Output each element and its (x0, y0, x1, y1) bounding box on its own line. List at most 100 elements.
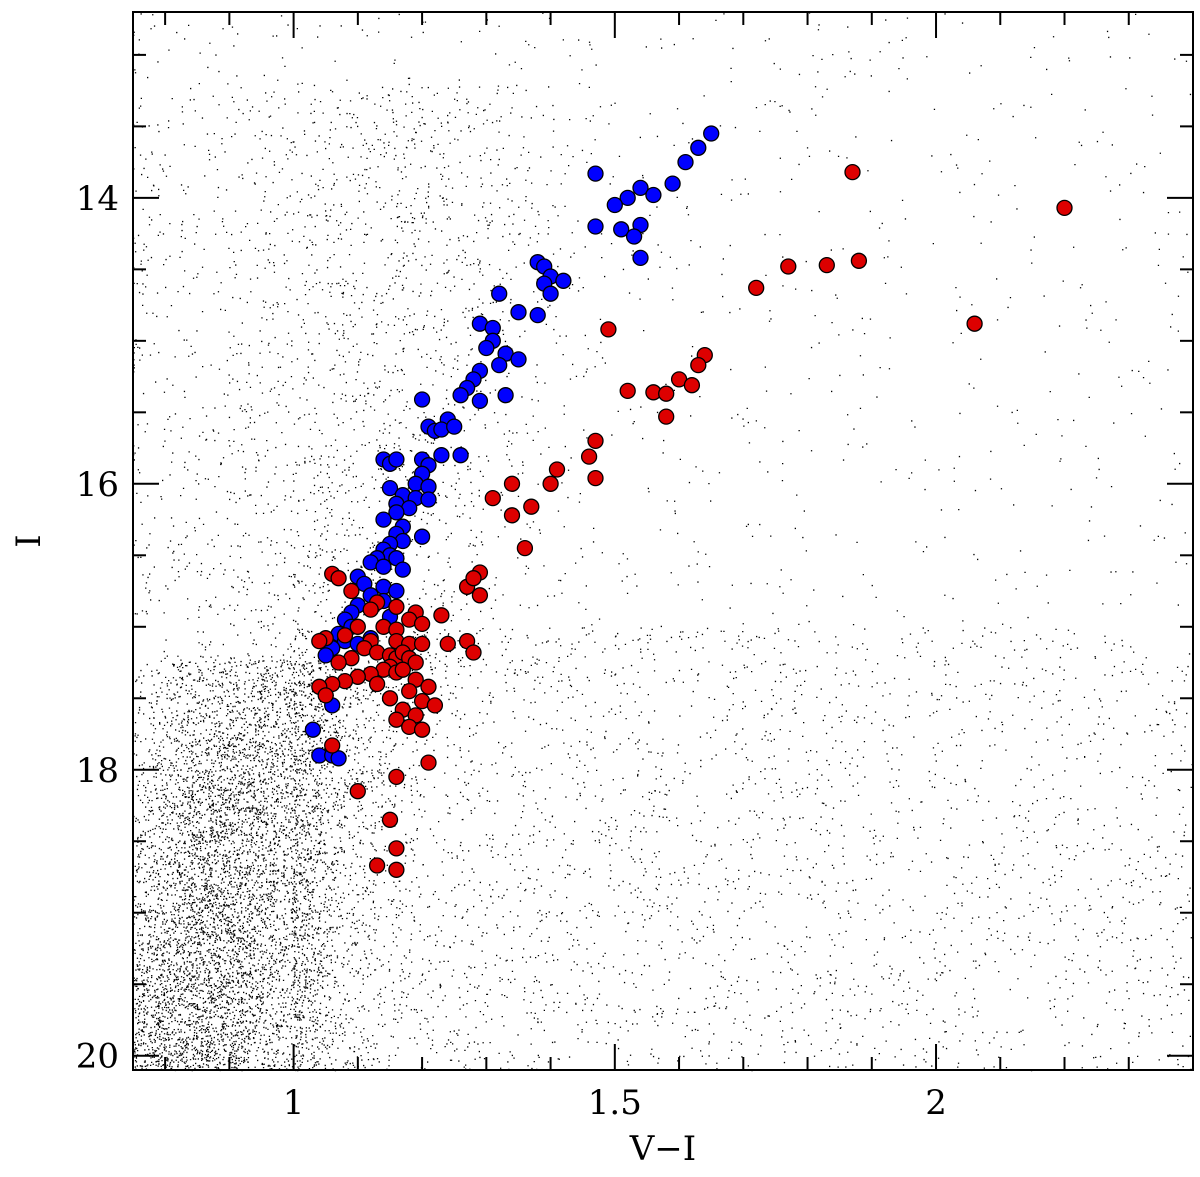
blue-star-point (632, 179, 649, 197)
blue-star-point (413, 528, 431, 545)
blue-star-point (491, 356, 508, 374)
plot-frame (132, 11, 1194, 1071)
y-tick-label: 20 (76, 1037, 119, 1077)
red-star-point (465, 644, 482, 661)
red-star-point (471, 587, 489, 604)
blue-star-point (510, 304, 527, 321)
red-star-point (336, 627, 354, 644)
highlighted-stars-layer (304, 125, 1073, 878)
blue-star-point (317, 647, 334, 664)
red-star-point (349, 783, 366, 800)
blue-star-point (625, 228, 643, 245)
red-star-point (324, 737, 341, 754)
red-star-point (401, 682, 418, 700)
blue-star-point (542, 285, 559, 302)
red-star-point (503, 475, 521, 492)
red-star-point (413, 615, 431, 633)
blue-star-point (703, 125, 720, 142)
blue-star-point (388, 504, 405, 521)
red-star-point (439, 635, 456, 653)
red-star-point (658, 408, 675, 425)
y-tick-label: 14 (76, 179, 119, 219)
red-star-point (388, 840, 405, 857)
x-tick-label: 2 (925, 1083, 947, 1123)
red-star-point (420, 754, 437, 771)
blue-star-point (632, 249, 649, 267)
blue-star-point (645, 186, 662, 204)
red-star-point (966, 315, 983, 332)
red-star-point (426, 697, 444, 714)
red-star-point (580, 448, 598, 465)
red-star-point (343, 582, 360, 600)
blue-star-point (394, 561, 411, 578)
red-star-point (317, 687, 334, 704)
red-star-point (516, 539, 534, 557)
red-star-point (587, 432, 604, 450)
blue-star-point (619, 189, 636, 207)
y-axis-label: I (9, 534, 49, 547)
red-star-point (368, 857, 386, 874)
red-star-point (413, 721, 431, 738)
field-star-dots (133, 12, 1194, 1072)
blue-star-point (375, 511, 392, 528)
tick-labels: 1 1.5 2 14 16 18 20 (76, 179, 947, 1123)
blue-star-point (420, 491, 437, 508)
red-star-point (818, 256, 835, 274)
red-star-point (381, 811, 399, 828)
red-star-point (600, 321, 617, 338)
red-star-point (850, 252, 868, 269)
red-star-point (330, 570, 347, 587)
y-tick-label: 18 (76, 751, 119, 791)
x-tick-label: 1.5 (588, 1083, 642, 1123)
red-star-point (362, 601, 379, 618)
blue-star-point (388, 451, 405, 468)
red-star-point (388, 711, 405, 728)
red-star-point (394, 661, 411, 678)
field-stars-layer (133, 12, 1194, 1072)
red-star-point (311, 632, 328, 650)
red-star-point (330, 654, 347, 671)
red-star-point (683, 377, 701, 394)
blue-star-point (471, 392, 489, 410)
red-star-point (349, 618, 366, 635)
blue-star-point (491, 285, 508, 302)
blue-star-point (433, 447, 450, 464)
blue-star-point (690, 139, 707, 156)
red-star-point (619, 382, 636, 400)
red-star-point (484, 489, 501, 507)
blue-star-point (375, 558, 392, 575)
red-star-point (420, 678, 437, 695)
blue-star-point (497, 387, 514, 404)
red-star-point (407, 654, 424, 671)
red-star-point (388, 768, 405, 786)
red-star-point (413, 635, 431, 653)
blue-star-point (388, 582, 405, 600)
red-star-point (388, 598, 405, 615)
red-star-point (523, 498, 540, 515)
red-star-point (388, 861, 405, 878)
blue-star-point (330, 750, 347, 767)
red-star-point (433, 607, 450, 624)
red-star-point (1056, 199, 1073, 217)
blue-star-point (381, 479, 399, 497)
blue-star-point (304, 721, 322, 738)
blue-star-point (613, 221, 630, 238)
red-star-point (844, 163, 861, 181)
red-star-point (780, 258, 797, 275)
y-tick-label: 16 (76, 465, 119, 505)
blue-star-point (452, 387, 469, 404)
red-star-point (690, 356, 707, 374)
axis-ticks (133, 12, 1194, 1070)
red-star-point (368, 675, 386, 693)
x-axis-label: V−I (629, 1129, 696, 1169)
red-star-point (587, 469, 604, 487)
blue-star-point (606, 196, 623, 214)
blue-star-point (510, 351, 527, 368)
blue-star-point (446, 418, 463, 435)
red-star-point (542, 475, 559, 492)
blue-star-point (452, 447, 469, 464)
red-star-point (465, 570, 482, 587)
red-star-point (748, 279, 765, 297)
blue-star-point (677, 153, 694, 171)
